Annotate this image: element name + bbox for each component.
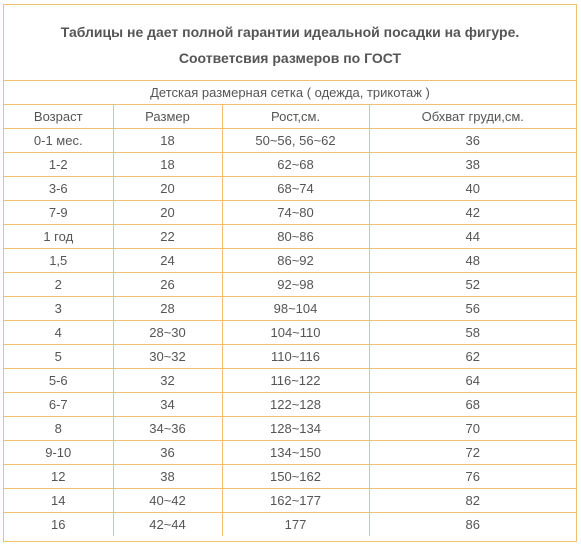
table-row: 14 40~42 162~177 82 — [4, 488, 577, 513]
cell-age: 4 — [4, 320, 114, 345]
cell-size: 18 — [112, 128, 223, 153]
cell-size: 38 — [112, 464, 223, 489]
cell-height: 62~68 — [221, 152, 370, 177]
column-header-size: Размер — [112, 104, 223, 129]
cell-chest: 72 — [368, 440, 577, 465]
table-row: 2 26 92~98 52 — [4, 272, 577, 297]
cell-height: 162~177 — [221, 488, 370, 513]
cell-age: 2 — [4, 272, 114, 297]
cell-height: 110~116 — [221, 344, 370, 369]
cell-height: 128~134 — [221, 416, 370, 441]
cell-size: 34 — [112, 392, 223, 417]
cell-size: 20 — [112, 176, 223, 201]
cell-age: 5-6 — [4, 368, 114, 393]
cell-height: 98~104 — [221, 296, 370, 321]
cell-size: 36 — [112, 440, 223, 465]
cell-age: 16 — [4, 512, 114, 536]
table-row: 1 год 22 80~86 44 — [4, 224, 577, 249]
cell-chest: 48 — [368, 248, 577, 273]
table-row: 3 28 98~104 56 — [4, 296, 577, 321]
cell-chest: 52 — [368, 272, 577, 297]
cell-chest: 82 — [368, 488, 577, 513]
table-row: 16 42~44 177 86 — [4, 512, 577, 536]
cell-size: 42~44 — [112, 512, 223, 536]
cell-height: 177 — [221, 512, 370, 536]
cell-size: 32 — [112, 368, 223, 393]
cell-height: 122~128 — [221, 392, 370, 417]
table-row: 7-9 20 74~80 42 — [4, 200, 577, 225]
cell-chest: 58 — [368, 320, 577, 345]
table-caption: Детская размерная сетка ( одежда, трикот… — [4, 81, 577, 105]
cell-chest: 56 — [368, 296, 577, 321]
size-table: Детская размерная сетка ( одежда, трикот… — [4, 81, 577, 536]
column-header-age: Возраст — [4, 104, 114, 129]
cell-size: 26 — [112, 272, 223, 297]
table-row: 5 30~32 110~116 62 — [4, 344, 577, 369]
cell-chest: 36 — [368, 128, 577, 153]
table-row: 6-7 34 122~128 68 — [4, 392, 577, 417]
cell-height: 74~80 — [221, 200, 370, 225]
table-row: 12 38 150~162 76 — [4, 464, 577, 489]
column-header-height: Рост,см. — [221, 104, 370, 129]
cell-age: 1-2 — [4, 152, 114, 177]
cell-height: 80~86 — [221, 224, 370, 249]
column-header-row: Возраст Размер Рост,см. Обхват груди,см. — [4, 104, 577, 129]
cell-age: 1 год — [4, 224, 114, 249]
cell-chest: 42 — [368, 200, 577, 225]
cell-chest: 76 — [368, 464, 577, 489]
cell-chest: 62 — [368, 344, 577, 369]
cell-chest: 68 — [368, 392, 577, 417]
cell-height: 68~74 — [221, 176, 370, 201]
cell-size: 40~42 — [112, 488, 223, 513]
cell-height: 104~110 — [221, 320, 370, 345]
cell-size: 18 — [112, 152, 223, 177]
table-row: 1,5 24 86~92 48 — [4, 248, 577, 273]
cell-size: 30~32 — [112, 344, 223, 369]
table-row: 4 28~30 104~110 58 — [4, 320, 577, 345]
gost-title: Соответсвия размеров по ГОСТ — [178, 50, 402, 66]
cell-chest: 70 — [368, 416, 577, 441]
cell-age: 8 — [4, 416, 114, 441]
cell-age: 7-9 — [4, 200, 114, 225]
cell-size: 22 — [112, 224, 223, 249]
table-row: 3-6 20 68~74 40 — [4, 176, 577, 201]
cell-height: 86~92 — [221, 248, 370, 273]
cell-chest: 64 — [368, 368, 577, 393]
cell-chest: 44 — [368, 224, 577, 249]
cell-age: 3 — [4, 296, 114, 321]
cell-height: 116~122 — [221, 368, 370, 393]
cell-chest: 38 — [368, 152, 577, 177]
disclaimer-text: Таблицы не дает полной гарантии идеально… — [60, 24, 520, 40]
table-row: 9-10 36 134~150 72 — [4, 440, 577, 465]
cell-size: 28 — [112, 296, 223, 321]
cell-chest: 40 — [368, 176, 577, 201]
cell-height: 92~98 — [221, 272, 370, 297]
cell-height: 150~162 — [221, 464, 370, 489]
cell-size: 24 — [112, 248, 223, 273]
cell-age: 6-7 — [4, 392, 114, 417]
caption-row: Детская размерная сетка ( одежда, трикот… — [4, 81, 577, 105]
cell-height: 134~150 — [221, 440, 370, 465]
cell-size: 20 — [112, 200, 223, 225]
cell-age: 12 — [4, 464, 114, 489]
cell-size: 28~30 — [112, 320, 223, 345]
cell-age: 14 — [4, 488, 114, 513]
size-chart-header: Таблицы не дает полной гарантии идеально… — [4, 5, 576, 81]
table-row: 1-2 18 62~68 38 — [4, 152, 577, 177]
cell-chest: 86 — [368, 512, 577, 536]
table-row: 0-1 мес. 18 50~56, 56~62 36 — [4, 128, 577, 153]
cell-age: 5 — [4, 344, 114, 369]
table-row: 5-6 32 116~122 64 — [4, 368, 577, 393]
cell-height: 50~56, 56~62 — [221, 128, 370, 153]
cell-age: 0-1 мес. — [4, 128, 114, 153]
size-chart-frame: Таблицы не дает полной гарантии идеально… — [3, 4, 577, 542]
table-row: 8 34~36 128~134 70 — [4, 416, 577, 441]
cell-age: 1,5 — [4, 248, 114, 273]
cell-age: 9-10 — [4, 440, 114, 465]
column-header-chest: Обхват груди,см. — [368, 104, 577, 129]
cell-size: 34~36 — [112, 416, 223, 441]
cell-age: 3-6 — [4, 176, 114, 201]
